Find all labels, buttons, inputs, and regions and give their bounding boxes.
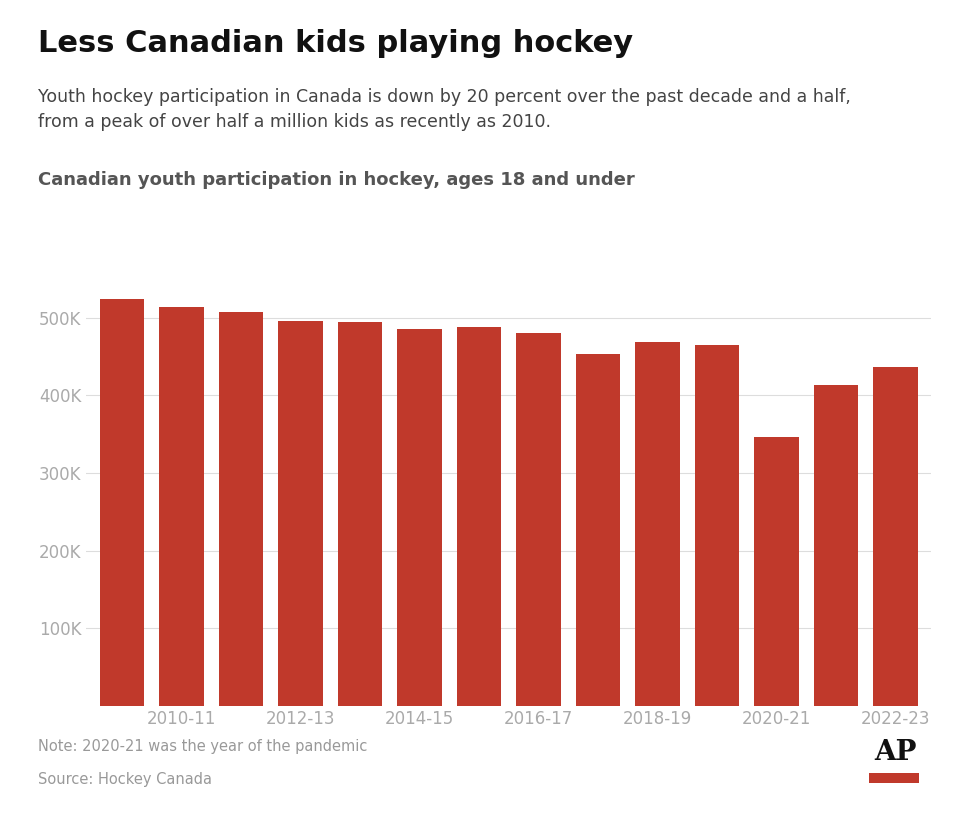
- Text: Source: Hockey Canada: Source: Hockey Canada: [38, 772, 212, 787]
- Bar: [338, 321, 382, 706]
- Bar: [159, 307, 204, 706]
- Text: AP: AP: [875, 739, 917, 766]
- Bar: [814, 386, 858, 706]
- Bar: [100, 299, 144, 706]
- Bar: [636, 342, 680, 706]
- Bar: [874, 367, 918, 706]
- Bar: [397, 329, 442, 706]
- Bar: [516, 332, 561, 706]
- Bar: [278, 321, 323, 706]
- Text: Less Canadian kids playing hockey: Less Canadian kids playing hockey: [38, 29, 634, 58]
- Bar: [695, 345, 739, 706]
- Bar: [219, 311, 263, 706]
- Text: Youth hockey participation in Canada is down by 20 percent over the past decade : Youth hockey participation in Canada is …: [38, 88, 852, 131]
- Bar: [457, 327, 501, 706]
- Bar: [576, 353, 620, 706]
- Text: Canadian youth participation in hockey, ages 18 and under: Canadian youth participation in hockey, …: [38, 171, 636, 190]
- Text: Note: 2020-21 was the year of the pandemic: Note: 2020-21 was the year of the pandem…: [38, 739, 368, 754]
- Bar: [755, 437, 799, 706]
